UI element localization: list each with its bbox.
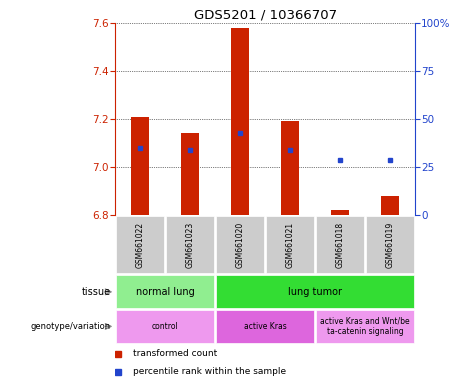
Text: percentile rank within the sample: percentile rank within the sample bbox=[133, 367, 286, 376]
Text: tissue: tissue bbox=[82, 287, 111, 297]
Bar bbox=[381, 196, 399, 215]
Bar bbox=[116, 275, 214, 308]
Title: GDS5201 / 10366707: GDS5201 / 10366707 bbox=[194, 9, 337, 22]
Bar bbox=[366, 216, 414, 273]
Bar bbox=[166, 216, 214, 273]
Bar bbox=[131, 117, 149, 215]
Text: GSM661021: GSM661021 bbox=[285, 222, 295, 268]
Text: GSM661018: GSM661018 bbox=[336, 222, 344, 268]
Text: control: control bbox=[152, 322, 178, 331]
Bar bbox=[116, 310, 214, 343]
Text: transformed count: transformed count bbox=[133, 349, 218, 358]
Text: genotype/variation: genotype/variation bbox=[30, 322, 111, 331]
Bar bbox=[216, 216, 264, 273]
Bar bbox=[281, 121, 299, 215]
Text: GSM661023: GSM661023 bbox=[186, 222, 195, 268]
Text: GSM661020: GSM661020 bbox=[236, 222, 245, 268]
Bar bbox=[216, 275, 414, 308]
Text: active Kras: active Kras bbox=[244, 322, 286, 331]
Bar bbox=[231, 28, 249, 215]
Bar bbox=[216, 310, 314, 343]
Text: GSM661022: GSM661022 bbox=[136, 222, 145, 268]
Text: GSM661019: GSM661019 bbox=[385, 222, 395, 268]
Text: normal lung: normal lung bbox=[136, 287, 195, 297]
Text: lung tumor: lung tumor bbox=[288, 287, 342, 297]
Bar bbox=[316, 310, 414, 343]
Bar bbox=[266, 216, 314, 273]
Bar bbox=[182, 134, 199, 215]
Bar bbox=[316, 216, 364, 273]
Bar bbox=[331, 210, 349, 215]
Bar bbox=[116, 216, 164, 273]
Text: active Kras and Wnt/be
ta-catenin signaling: active Kras and Wnt/be ta-catenin signal… bbox=[320, 317, 410, 336]
